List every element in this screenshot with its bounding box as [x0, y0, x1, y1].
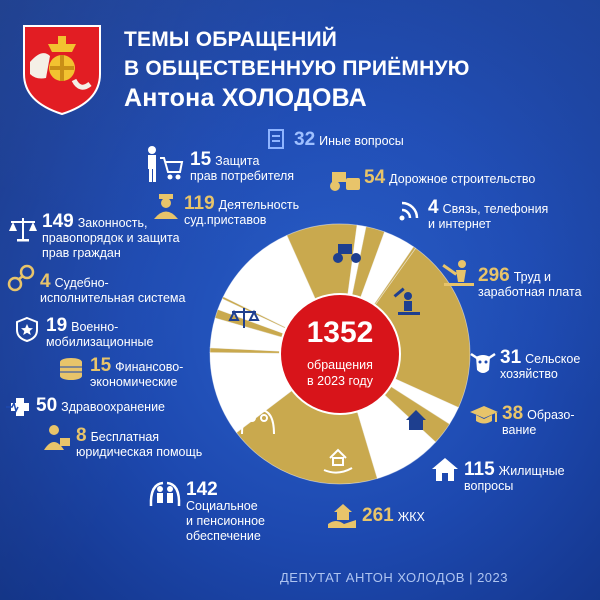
label-consumer-rights: 15 Защита прав потребителя	[190, 149, 295, 183]
slice-hand-house-icon	[323, 448, 353, 474]
label-road-construction: 54 Дорожное строительство	[364, 167, 536, 188]
wifi-icon	[399, 201, 419, 221]
graduation-cap-icon	[470, 406, 498, 424]
house-icon	[432, 458, 458, 481]
total-count: 1352	[306, 316, 374, 349]
slice-medical-icon	[224, 372, 240, 388]
label-healthcare: 50 Здравоохранение	[36, 395, 165, 416]
label-legal-aid: 8 Бесплатная юридическая помощь	[76, 425, 203, 459]
footer-signature: ДЕПУТАТ АНТОН ХОЛОДОВ | 2023	[280, 570, 508, 585]
label-legality: 149 Законность, правопорядок и защита пра…	[42, 211, 180, 260]
label-housing: 115 Жилищные вопросы	[464, 459, 565, 493]
medical-icon	[6, 398, 29, 416]
handcuffs-icon	[7, 264, 35, 292]
label-agriculture: 31 Сельское хозяйство	[500, 347, 581, 381]
slice-family-icon	[241, 409, 275, 435]
road-roller-icon	[330, 172, 360, 191]
military-star-icon	[16, 316, 38, 342]
slice-scales-icon	[228, 308, 260, 328]
total-caption-line-2: в 2023 году	[307, 374, 373, 388]
label-other-questions: 32 Иные вопросы	[294, 129, 404, 150]
family-icon	[149, 481, 181, 507]
bailiff-icon	[154, 194, 178, 219]
slice-road-roller-icon	[333, 244, 361, 263]
center-circle	[279, 293, 401, 415]
label-military: 19 Военно- мобилизационные	[46, 315, 154, 349]
slice-bailiff-icon	[276, 260, 300, 282]
label-finance: 15 Финансово- экономические	[90, 355, 184, 389]
cow-icon	[470, 352, 496, 373]
label-bailiffs: 119 Деятельность суд.приставов	[184, 193, 300, 227]
header-line-1: ТЕМЫ ОБРАЩЕНИЙ	[124, 28, 338, 51]
slice-worker-icon	[393, 287, 420, 315]
label-labor: 296 Труд и заработная плата	[478, 265, 582, 299]
lawyer-icon	[44, 425, 70, 450]
document-icon	[268, 129, 284, 149]
total-caption-line-1: обращения	[307, 358, 373, 372]
hand-house-icon	[328, 504, 356, 528]
header-line-2: В ОБЩЕСТВЕННУЮ ПРИЁМНУЮ	[124, 57, 470, 80]
label-education: 38 Образо- вание	[502, 403, 575, 437]
header-line-3: Антона ХОЛОДОВА	[124, 84, 367, 112]
coins-icon	[60, 358, 82, 380]
coat-of-arms-icon	[23, 25, 101, 116]
label-communications: 4 Связь, телефония и интернет	[428, 197, 549, 231]
scales-icon	[9, 218, 37, 242]
slice-house-icon	[406, 410, 426, 430]
worker-icon	[442, 260, 474, 286]
label-social-security: 142 Социальное и пенсионное обеспечение	[186, 479, 265, 543]
label-judicial-system: 4 Судебно- исполнительная система	[40, 271, 186, 305]
shopping-cart-icon	[148, 146, 184, 182]
label-utilities: 261 ЖКХ	[362, 505, 425, 526]
